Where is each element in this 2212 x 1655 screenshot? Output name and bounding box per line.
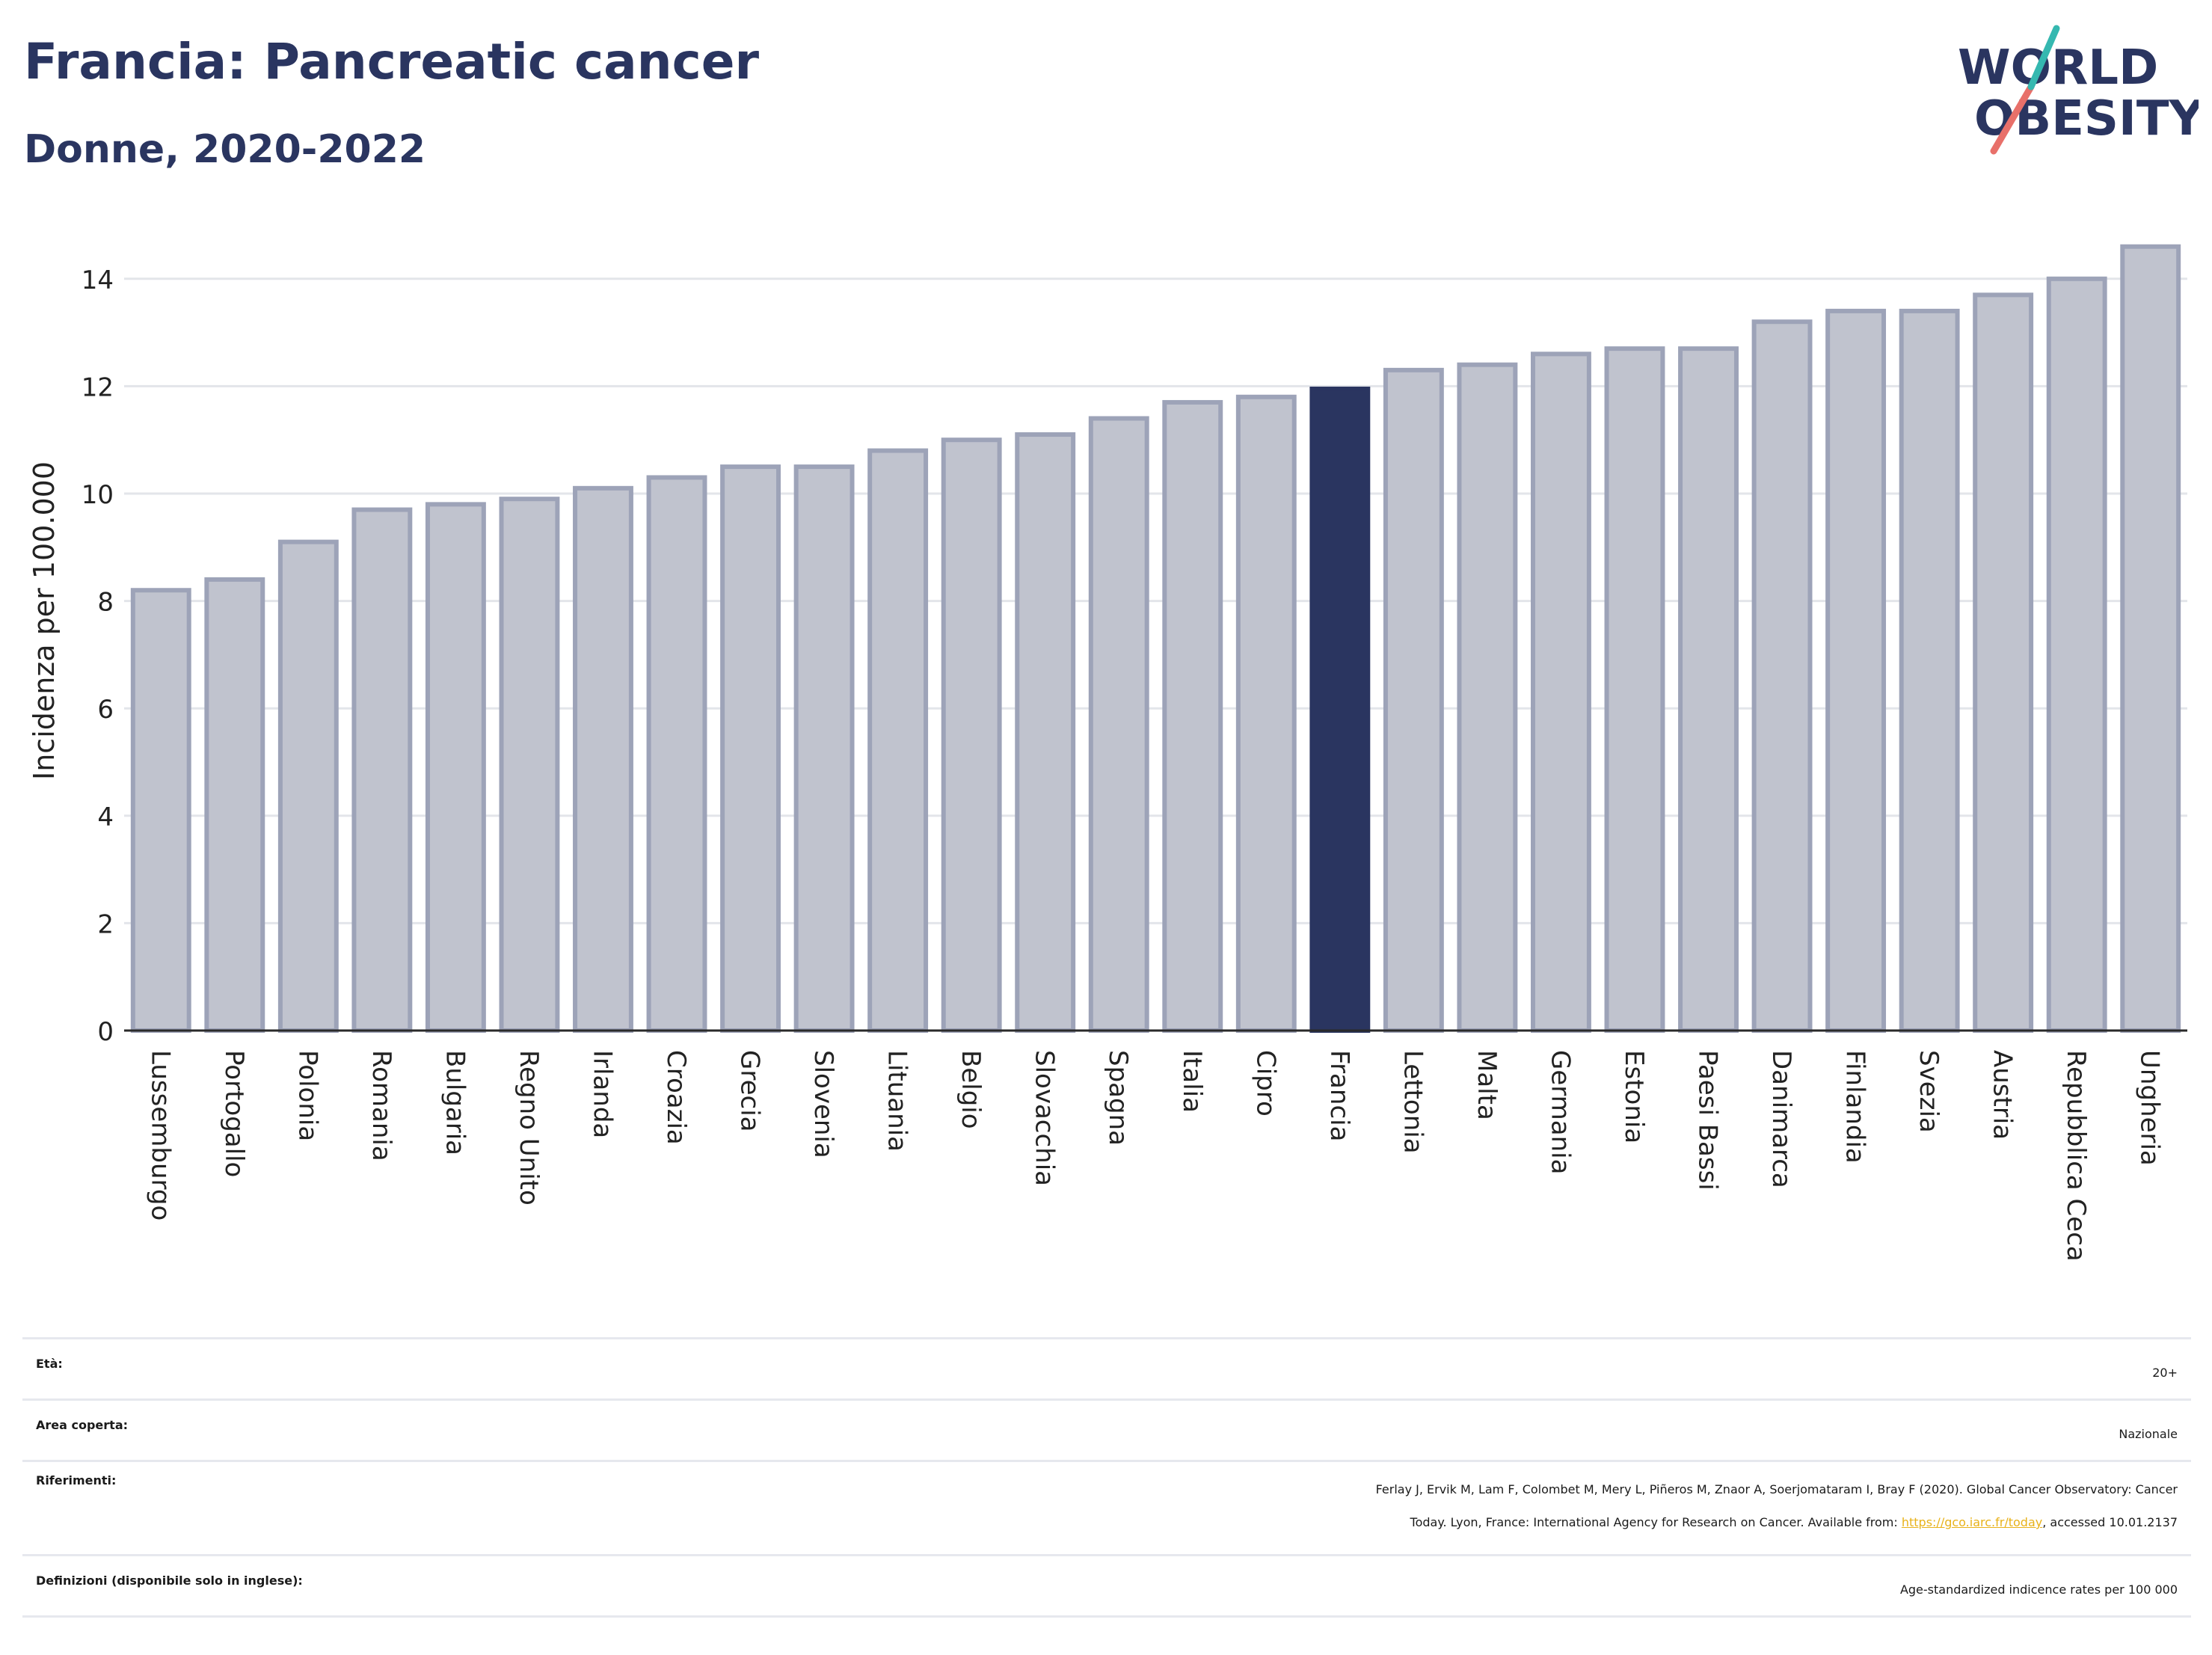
bar-svezia bbox=[1899, 308, 1960, 1033]
bar-slovacchia bbox=[1015, 432, 1076, 1033]
x-tick-label: Repubblica Ceca bbox=[2061, 1050, 2091, 1262]
info-divider bbox=[22, 1554, 2191, 1556]
x-tick-label: Estonia bbox=[1619, 1050, 1649, 1143]
bar-lussemburgo bbox=[130, 588, 191, 1033]
bar-chart: 0 2 4 6 8 10 12 14 Lussemburgo Portogallo Polonia… bbox=[28, 244, 2187, 1262]
refs-line2-pre: Today. Lyon, France: International Agenc… bbox=[1410, 1515, 1902, 1529]
info-divider bbox=[22, 1460, 2191, 1462]
y-tick-label: 2 bbox=[97, 909, 114, 939]
chart-subtitle: Donne, 2020-2022 bbox=[24, 127, 426, 172]
x-tick-labels: Lussemburgo Portogallo Polonia Romania Bulga… bbox=[145, 1050, 2164, 1262]
bar-paesi-bassi bbox=[1678, 346, 1739, 1033]
bar-slovenia bbox=[793, 464, 855, 1033]
bar-danimarca bbox=[1751, 319, 1813, 1033]
y-tick-label: 12 bbox=[82, 372, 114, 402]
bar-francia bbox=[1309, 386, 1371, 1033]
x-tick-label: Paesi Bassi bbox=[1693, 1050, 1723, 1191]
x-tick-label: Svezia bbox=[1914, 1050, 1944, 1133]
y-axis-label: Incidenza per 100.000 bbox=[28, 461, 61, 780]
refs-line1: Ferlay J, Ervik M, Lam F, Colombet M, Me… bbox=[1375, 1482, 2178, 1496]
x-tick-label: Croazia bbox=[661, 1050, 691, 1145]
info-divider bbox=[22, 1398, 2191, 1401]
x-tick-label: Polonia bbox=[292, 1050, 322, 1141]
x-tick-label: Regno Unito bbox=[514, 1050, 544, 1206]
bar-repubblica-ceca bbox=[2046, 276, 2107, 1033]
bar-polonia bbox=[277, 539, 339, 1033]
y-tick-label: 4 bbox=[97, 802, 114, 832]
bar-malta bbox=[1457, 362, 1518, 1033]
x-tick-label: Lussemburgo bbox=[145, 1050, 175, 1220]
info-value-refs: Ferlay J, Ervik M, Lam F, Colombet M, Me… bbox=[1376, 1473, 2191, 1539]
info-row-area: Area coperta: Nazionale bbox=[22, 1418, 2191, 1451]
y-tick-label: 8 bbox=[97, 588, 114, 618]
x-tick-label: Romania bbox=[366, 1050, 396, 1161]
chart-title: Francia: Pancreatic cancer bbox=[24, 33, 760, 90]
x-tick-label: Cipro bbox=[1250, 1050, 1280, 1117]
info-value-age: 20+ bbox=[2152, 1366, 2178, 1380]
x-tick-label: Slovacchia bbox=[1030, 1050, 1060, 1186]
x-tick-label: Spagna bbox=[1103, 1050, 1133, 1146]
bar-austria bbox=[1973, 292, 2034, 1033]
info-value-defs: Age-standardized indicence rates per 100… bbox=[1899, 1582, 2178, 1597]
y-tick-label: 6 bbox=[97, 695, 114, 725]
bar-cipro bbox=[1235, 394, 1297, 1033]
info-row-refs: Riferimenti: Ferlay J, Ervik M, Lam F, C… bbox=[22, 1473, 2191, 1539]
x-tick-label: Grecia bbox=[735, 1050, 765, 1132]
bar-ungheria bbox=[2120, 244, 2181, 1034]
x-tick-label: Malta bbox=[1472, 1050, 1502, 1120]
bar-grecia bbox=[720, 464, 781, 1033]
info-label-area: Area coperta: bbox=[36, 1418, 129, 1432]
x-tick-label: Slovenia bbox=[808, 1050, 838, 1158]
bar-romania bbox=[351, 507, 413, 1033]
info-value-area: Nazionale bbox=[2119, 1427, 2178, 1441]
bar-italia bbox=[1162, 399, 1223, 1033]
bar-regno-unito bbox=[499, 497, 560, 1033]
x-tick-label: Irlanda bbox=[587, 1050, 617, 1138]
bar-bulgaria bbox=[425, 502, 486, 1033]
bar-croazia bbox=[646, 475, 707, 1033]
refs-line2-post: , accessed 10.01.2137 bbox=[2042, 1515, 2178, 1529]
info-divider bbox=[22, 1615, 2191, 1618]
x-tick-label: Portogallo bbox=[219, 1050, 249, 1177]
x-tick-label: Francia bbox=[1324, 1050, 1354, 1141]
y-tick-label: 0 bbox=[97, 1017, 114, 1047]
bar-lituania bbox=[867, 448, 929, 1033]
info-row-age: Età: 20+ bbox=[22, 1357, 2191, 1390]
bar-belgio bbox=[941, 437, 1002, 1033]
x-tick-label: Italia bbox=[1177, 1050, 1207, 1113]
info-label-refs: Riferimenti: bbox=[36, 1473, 117, 1487]
bar-germania bbox=[1531, 351, 1591, 1033]
bar-portogallo bbox=[204, 577, 265, 1033]
bar-irlanda bbox=[573, 485, 633, 1033]
bar-lettonia bbox=[1383, 367, 1444, 1033]
bar-spagna bbox=[1088, 416, 1149, 1033]
x-tick-label: Lettonia bbox=[1398, 1050, 1428, 1154]
info-row-defs: Definizioni (disponibile solo in inglese… bbox=[22, 1573, 2191, 1606]
refs-link[interactable]: https://gco.iarc.fr/today bbox=[1901, 1515, 2043, 1529]
y-tick-labels: 0 2 4 6 8 10 12 14 bbox=[82, 265, 114, 1047]
bar-estonia bbox=[1604, 346, 1665, 1033]
bars bbox=[124, 244, 2187, 1034]
x-tick-label: Germania bbox=[1545, 1050, 1575, 1174]
y-tick-label: 14 bbox=[82, 265, 114, 295]
x-tick-label: Ungheria bbox=[2135, 1050, 2165, 1166]
x-tick-label: Austria bbox=[1988, 1050, 2018, 1140]
y-tick-label: 10 bbox=[82, 480, 114, 510]
bar-finlandia bbox=[1825, 308, 1887, 1033]
x-tick-label: Danimarca bbox=[1766, 1050, 1796, 1188]
world-obesity-logo: WORLD OBESITY bbox=[1958, 25, 2199, 155]
x-tick-label: Belgio bbox=[956, 1050, 986, 1129]
info-label-defs: Definizioni (disponibile solo in inglese… bbox=[36, 1573, 303, 1588]
info-divider bbox=[22, 1337, 2191, 1339]
info-label-age: Età: bbox=[36, 1357, 63, 1371]
x-tick-label: Finlandia bbox=[1840, 1050, 1870, 1164]
x-tick-label: Lituania bbox=[882, 1050, 912, 1152]
svg-text:WORLD: WORLD bbox=[1958, 40, 2158, 96]
x-tick-label: Bulgaria bbox=[440, 1050, 470, 1155]
